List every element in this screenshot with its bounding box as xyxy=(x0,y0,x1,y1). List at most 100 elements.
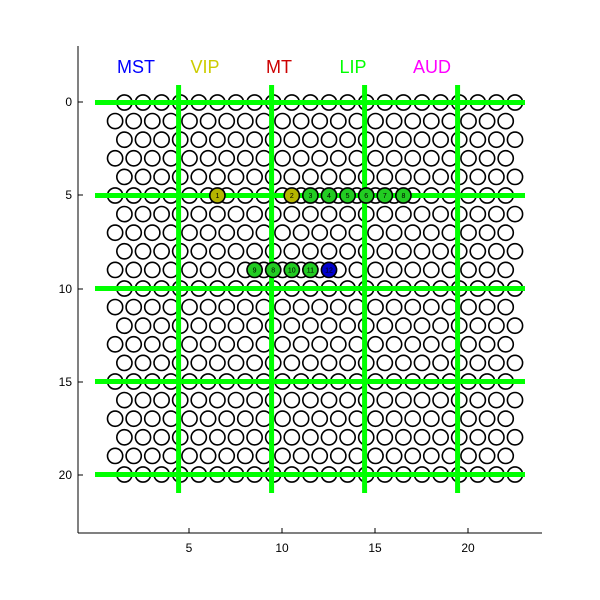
electrode-circle xyxy=(181,335,198,353)
electrode-circle xyxy=(274,447,291,465)
electrode-circle xyxy=(432,317,449,335)
electrode-circle xyxy=(227,168,245,186)
electrode-circle xyxy=(422,298,440,316)
electrode-circle xyxy=(422,224,440,242)
electrode-circle xyxy=(394,354,412,372)
electrode-circle xyxy=(283,205,301,223)
electrode-circle xyxy=(367,112,384,130)
area-label-vip: VIP xyxy=(190,57,219,77)
electrode-circle xyxy=(413,354,431,372)
electrode-circle xyxy=(125,410,143,428)
electrode-circle xyxy=(339,205,356,223)
electrode-circle xyxy=(227,205,245,223)
electrode-circle xyxy=(106,261,124,279)
electrode-circle xyxy=(283,131,301,149)
area-label-mt: MT xyxy=(266,57,292,77)
electrode-circle xyxy=(469,317,487,335)
electrode-circle xyxy=(218,447,236,465)
electrode-number-label: 8 xyxy=(401,193,405,200)
electrode-circle xyxy=(394,131,412,149)
electrode-circle xyxy=(469,428,487,446)
electrode-circle xyxy=(506,391,524,409)
electrode-number-label: 12 xyxy=(325,267,333,274)
electrode-circle xyxy=(134,168,152,186)
electrode-circle xyxy=(190,168,208,186)
electrode-circle xyxy=(301,391,319,409)
electrode-circle xyxy=(283,168,301,186)
electrode-circle xyxy=(497,447,515,465)
electrode-circle xyxy=(143,298,161,316)
electrode-circle xyxy=(106,224,124,242)
electrode-circle xyxy=(153,242,170,260)
electrode-circle xyxy=(218,261,236,279)
electrode-circle xyxy=(236,224,254,242)
electrode-circle xyxy=(432,205,449,223)
electrode-circle xyxy=(404,410,422,428)
electrode-circle xyxy=(199,149,217,167)
electrode-circle xyxy=(227,242,245,260)
electrode-number-label: 4 xyxy=(327,193,331,200)
electrode-circle xyxy=(385,112,403,130)
electrode-circle xyxy=(320,354,338,372)
electrode-circle xyxy=(487,168,505,186)
electrode-circle xyxy=(106,112,124,130)
electrode-circle xyxy=(301,131,319,149)
electrode-circle xyxy=(478,149,496,167)
electrode-circle xyxy=(292,112,310,130)
electrode-circle xyxy=(469,242,487,260)
electrode-circle xyxy=(487,131,505,149)
electrode-circle xyxy=(460,149,477,167)
electrode-circle xyxy=(134,391,152,409)
electrode-circle xyxy=(181,149,198,167)
electrode-circle xyxy=(190,205,208,223)
electrode-circle xyxy=(320,242,338,260)
electrode-circle xyxy=(376,168,394,186)
electrode-circle xyxy=(385,149,403,167)
electrode-circle xyxy=(134,428,152,446)
electrode-circle xyxy=(218,335,236,353)
electrode-circle xyxy=(320,131,338,149)
electrode-circle xyxy=(190,242,208,260)
electrode-circle xyxy=(246,168,263,186)
electrode-circle xyxy=(199,261,217,279)
electrode-circle xyxy=(497,261,515,279)
electrode-circle xyxy=(404,112,422,130)
electrode-circle xyxy=(208,168,226,186)
electrode-number-label: 2 xyxy=(290,193,294,200)
electrode-circle xyxy=(497,410,515,428)
electrode-circle xyxy=(153,428,170,446)
electrode-circle xyxy=(478,447,496,465)
electrode-circle xyxy=(301,168,319,186)
highlighted-electrode xyxy=(246,261,263,279)
electrode-circle xyxy=(274,112,291,130)
electrode-circle xyxy=(487,205,505,223)
electrode-circle xyxy=(385,224,403,242)
electrode-circle xyxy=(478,112,496,130)
electrode-circle xyxy=(153,168,170,186)
electrode-circle xyxy=(432,242,449,260)
electrode-circle xyxy=(246,428,263,446)
electrode-circle xyxy=(311,149,329,167)
electrode-number-label: 7 xyxy=(383,193,387,200)
electrode-circle xyxy=(311,112,329,130)
electrode-circle xyxy=(506,131,524,149)
electrode-circle xyxy=(283,391,301,409)
electrode-number-label: 1 xyxy=(215,193,219,200)
electrode-circle xyxy=(487,354,505,372)
electrode-circle xyxy=(478,224,496,242)
electrode-circle xyxy=(497,224,515,242)
electrode-circle xyxy=(181,261,198,279)
electrode-circle xyxy=(283,317,301,335)
electrode-circle xyxy=(506,242,524,260)
electrode-circle xyxy=(106,335,124,353)
electrode-circle xyxy=(143,410,161,428)
electrode-circle xyxy=(134,242,152,260)
electrode-circle xyxy=(320,168,338,186)
electrode-circle xyxy=(376,354,394,372)
electrode-circle xyxy=(422,261,440,279)
highlighted-electrode xyxy=(301,187,319,204)
electrode-circle xyxy=(460,298,477,316)
electrode-circle xyxy=(422,447,440,465)
electrode-circle xyxy=(329,335,347,353)
electrode-circle xyxy=(367,149,384,167)
